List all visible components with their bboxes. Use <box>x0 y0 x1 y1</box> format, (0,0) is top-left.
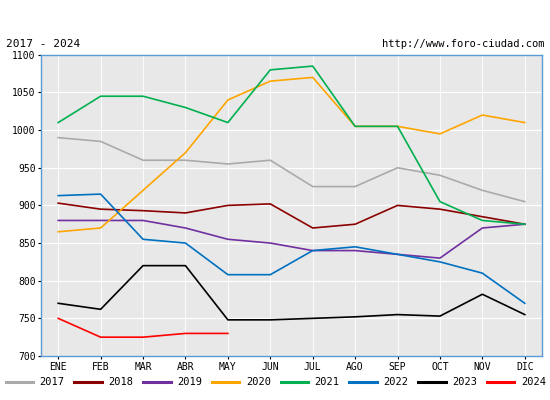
Text: Evolucion del paro registrado en Valsequillo de Gran Canaria: Evolucion del paro registrado en Valsequ… <box>35 10 515 23</box>
Text: 2024: 2024 <box>521 377 546 387</box>
Text: 2017: 2017 <box>40 377 64 387</box>
Text: 2023: 2023 <box>452 377 477 387</box>
Text: 2020: 2020 <box>246 377 271 387</box>
Text: 2018: 2018 <box>108 377 133 387</box>
Text: http://www.foro-ciudad.com: http://www.foro-ciudad.com <box>382 39 544 49</box>
Text: 2022: 2022 <box>383 377 408 387</box>
Text: 2021: 2021 <box>315 377 339 387</box>
Text: 2019: 2019 <box>177 377 202 387</box>
Text: 2017 - 2024: 2017 - 2024 <box>6 39 80 49</box>
